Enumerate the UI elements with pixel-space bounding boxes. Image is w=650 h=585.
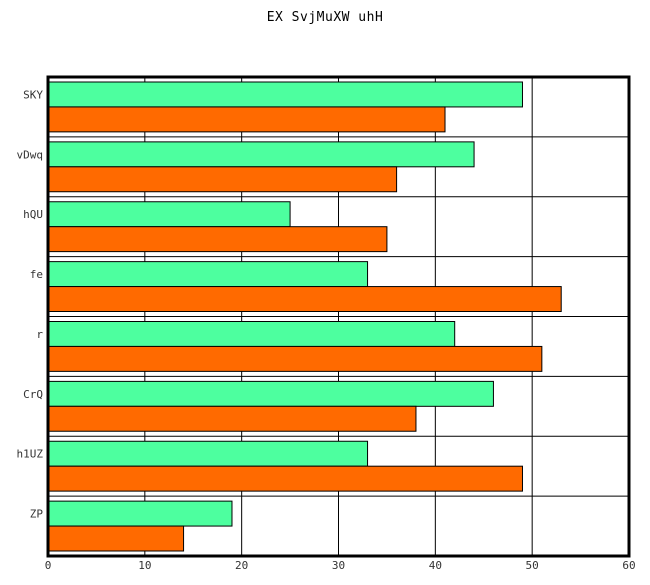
plot-frame [46, 75, 631, 558]
bar-h1UZ-series-2 [47, 465, 523, 492]
y-tick-label: h1UZ [17, 448, 44, 461]
bar-SKY-series-1 [47, 81, 523, 108]
y-tick-label: ZP [30, 508, 44, 521]
bar-CrQ-series-2 [47, 405, 417, 432]
bar-r-series-2 [47, 345, 543, 372]
y-tick-label: vDwq [17, 148, 44, 161]
bar-hQU-series-2 [47, 226, 388, 253]
bar-CrQ-series-1 [47, 380, 494, 407]
chart-title: EX SvjMuXW uhH [266, 10, 384, 25]
bar-ZP-series-1 [47, 500, 233, 527]
bar-vDwq-series-1 [47, 141, 475, 168]
x-axis-labels: 0 10 20 30 40 50 60 [45, 559, 636, 572]
bars [47, 81, 562, 552]
bar-SKY-series-2 [47, 106, 446, 133]
x-tick-label: 60 [622, 559, 635, 572]
y-tick-label: r [36, 328, 43, 341]
bar-ZP-series-2 [47, 525, 185, 552]
bar-vDwq-series-2 [47, 166, 398, 193]
x-tick-label: 40 [429, 559, 442, 572]
y-tick-label: CrQ [23, 388, 43, 401]
x-tick-label: 50 [526, 559, 539, 572]
y-axis-labels: SKY vDwq hQU fe r CrQ h1UZ ZP [17, 88, 44, 520]
x-tick-label: 0 [45, 559, 52, 572]
y-tick-label: SKY [23, 88, 43, 101]
bar-fe-series-2 [47, 286, 562, 312]
bar-fe-series-1 [47, 261, 369, 288]
x-tick-label: 10 [138, 559, 151, 572]
bar-h1UZ-series-1 [47, 440, 369, 467]
x-tick-label: 20 [235, 559, 248, 572]
bar-r-series-1 [47, 321, 456, 347]
y-tick-label: fe [30, 268, 43, 281]
y-tick-label: hQU [23, 208, 43, 221]
bar-hQU-series-1 [47, 201, 291, 228]
x-tick-label: 30 [332, 559, 345, 572]
